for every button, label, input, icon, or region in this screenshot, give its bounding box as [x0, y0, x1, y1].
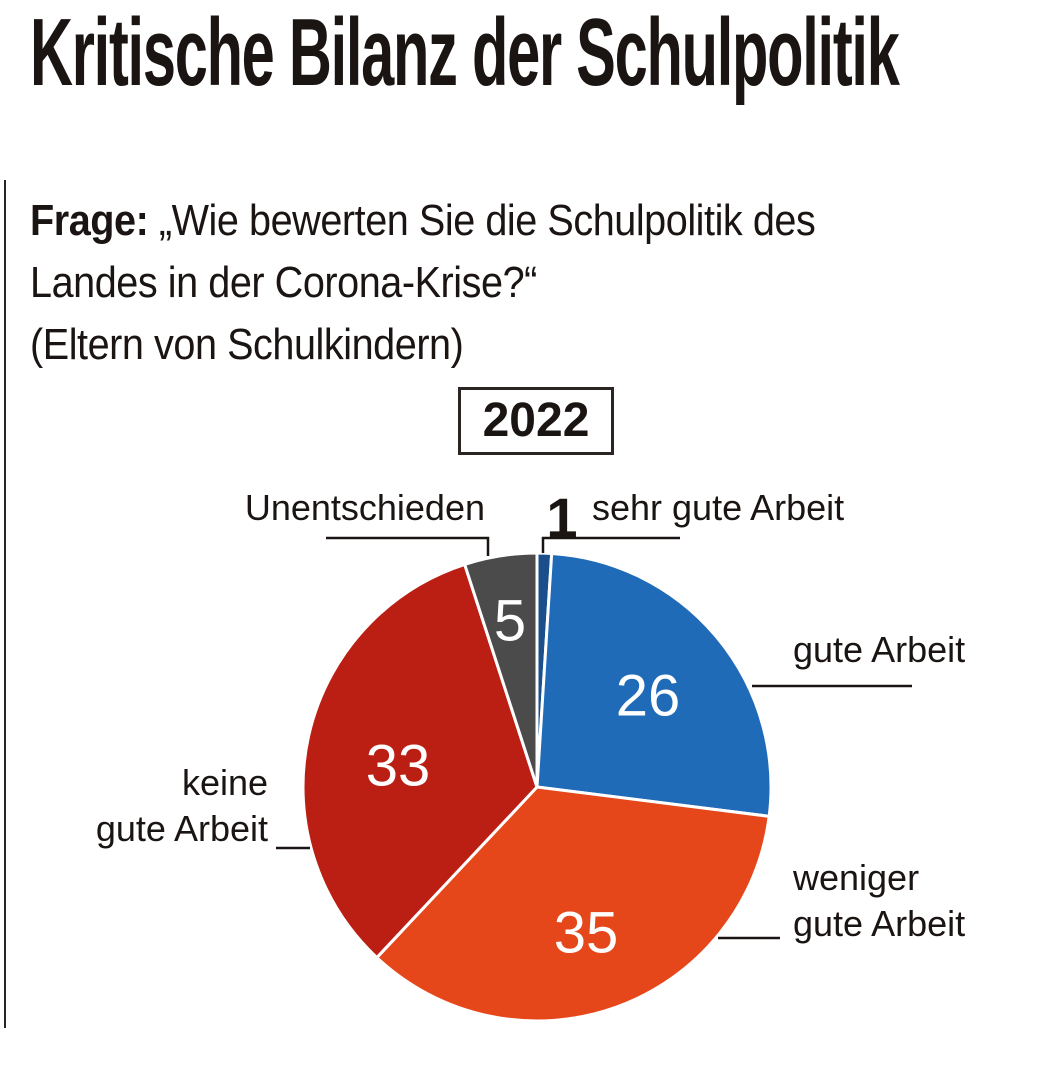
slice-label-keine-gute-arbeit-line-2: gute Arbeit — [96, 808, 268, 849]
slice-value-keine-gute-arbeit: 33 — [366, 733, 431, 798]
slice-value-unentschieden: 5 — [494, 588, 526, 653]
slice-label-keine-gute-arbeit-line-1: keine — [182, 762, 268, 803]
slice-value-gute-arbeit: 26 — [616, 663, 681, 728]
slice-label-unentschieden: Unentschieden — [245, 487, 485, 528]
leader-line-sehr-gute-arbeit — [541, 536, 680, 553]
slice-value-sehr-gute-arbeit: 1 — [546, 486, 577, 549]
question-line-1: Frage: „Wie bewerten Sie die Schulpoliti… — [30, 190, 930, 252]
question-subtitle: (Eltern von Schulkindern) — [30, 320, 464, 369]
pie-slice-keine-gute-arbeit — [301, 562, 539, 960]
leader-line-unentschieden — [326, 536, 490, 556]
question-block: Frage: „Wie bewerten Sie die Schulpoliti… — [30, 190, 1030, 376]
slice-label-sehr-gute-arbeit: sehr gute Arbeit — [592, 487, 844, 528]
left-divider — [4, 180, 6, 1028]
year-box: 2022 — [458, 387, 614, 455]
question-text-1: „Wie bewerten Sie die Schulpolitik des — [158, 196, 816, 245]
slice-label-gute-arbeit: gute Arbeit — [793, 629, 965, 670]
question-label: Frage: — [30, 196, 149, 245]
slice-label-weniger-gute-arbeit-line-1: weniger — [792, 857, 919, 898]
pie-slice-gute-arbeit — [535, 551, 773, 818]
pie-slice-unentschieden — [463, 551, 539, 789]
pie-slice-weniger-gute-arbeit — [375, 785, 771, 1023]
slice-value-weniger-gute-arbeit: 35 — [554, 900, 619, 965]
question-line-2: Landes in der Corona-Krise?“ — [30, 258, 537, 307]
slice-label-weniger-gute-arbeit-line-2: gute Arbeit — [793, 903, 965, 944]
